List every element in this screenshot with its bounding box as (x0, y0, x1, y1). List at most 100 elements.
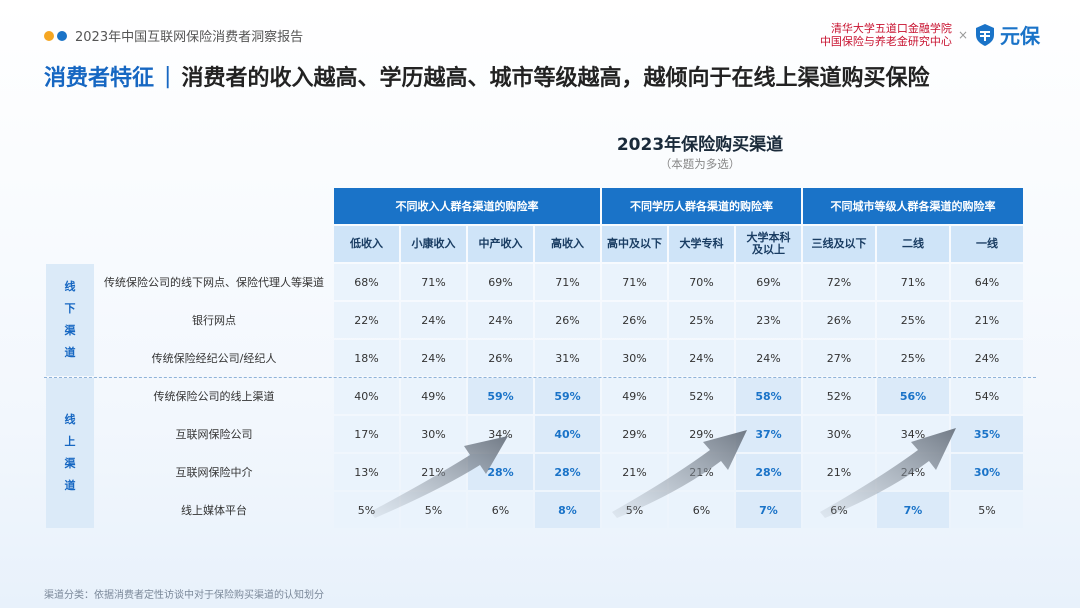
income-group-header: 不同收入人群各渠道的购险率 (334, 188, 600, 224)
table-cell: 30% (602, 340, 667, 376)
channel-table: 不同收入人群各渠道的购险率 不同学历人群各渠道的购险率 不同城市等级人群各渠道的… (44, 186, 1025, 530)
table-cell: 28% (535, 454, 600, 490)
blank-cell (96, 188, 332, 224)
table-cell: 26% (535, 302, 600, 338)
table-cell: 34% (468, 416, 533, 452)
headline-topic: 消费者特征 (44, 66, 155, 91)
brand-dots (44, 30, 67, 41)
table-cell: 35% (951, 416, 1023, 452)
table-cell: 71% (602, 264, 667, 300)
table-cell: 26% (602, 302, 667, 338)
page-headline: 消费者特征 | 消费者的收入越高、学历越高、城市等级越高，越倾向于在线上渠道购买… (44, 60, 929, 92)
table-cell: 30% (401, 416, 466, 452)
table-cell: 52% (669, 378, 734, 414)
column-header: 高收入 (535, 226, 600, 262)
table-row: 线上渠道传统保险公司的线上渠道 40% 49% 59% 59% 49% 52% 58% 52% 5… (46, 378, 1023, 528)
column-header: 二线 (877, 226, 949, 262)
table-row: 线上媒体平台 5% 5% 6% 8% 5% 6% 7% 6% 7% 5% (46, 492, 1023, 528)
table-cell: 17% (334, 416, 399, 452)
table-cell: 59% (535, 378, 600, 414)
table-cell: 58% (736, 378, 801, 414)
table-cell: 5% (401, 492, 466, 528)
table-cell: 24% (468, 302, 533, 338)
table-row: 传统保险经纪公司/经纪人 18% 24% 26% 31% 30% 24% 24% 27% 25% 2… (46, 340, 1023, 376)
table-cell: 25% (877, 302, 949, 338)
online-group-label: 线上渠道 (46, 378, 94, 528)
report-title: 2023年中国互联网保险消费者洞察报告 (75, 30, 304, 45)
table-cell: 6% (669, 492, 734, 528)
brand-logo: 元保 (974, 20, 1040, 49)
orange-dot (44, 30, 54, 41)
table-cell: 22% (334, 302, 399, 338)
table-row: 线下渠道传统保险公司的线下网点、保险代理人等渠道 68% 71% 69% 71% 71% 7… (46, 264, 1023, 376)
column-header: 中产收入 (468, 226, 533, 262)
column-header: 小康收入 (401, 226, 466, 262)
column-header-row: 低收入 小康收入 中产收入 高收入 高中及以下 大学专科 大学本科及以上 三线及… (46, 226, 1023, 262)
table-cell: 49% (602, 378, 667, 414)
table-subtitle: （本题为多选） (659, 157, 741, 171)
column-header: 一线 (951, 226, 1023, 262)
table-cell: 56% (877, 378, 949, 414)
table-cell: 13% (334, 454, 399, 490)
logo-separator: × (957, 27, 968, 42)
city-group-header: 不同城市等级人群各渠道的购险率 (803, 188, 1023, 224)
offline-group-label: 线下渠道 (46, 264, 94, 376)
table-cell: 28% (736, 454, 801, 490)
table-cell: 25% (669, 302, 734, 338)
row-label: 传统保险公司的线下网点、保险代理人等渠道 (104, 276, 324, 289)
table-cell: 72% (803, 264, 875, 300)
blank-cell (96, 226, 332, 262)
table-cell: 28% (468, 454, 533, 490)
headline-statement: 消费者的收入越高、学历越高、城市等级越高，越倾向于在线上渠道购买保险 (181, 66, 930, 91)
org-line1: 清华大学五道口金融学院 (830, 21, 952, 35)
table-cell: 24% (736, 340, 801, 376)
group-header-row: 不同收入人群各渠道的购险率 不同学历人群各渠道的购险率 不同城市等级人群各渠道的… (46, 188, 1023, 224)
table-cell: 69% (468, 264, 533, 300)
table-cell: 21% (803, 454, 875, 490)
table-cell: 5% (602, 492, 667, 528)
table-cell: 29% (669, 416, 734, 452)
table-cell: 24% (401, 302, 466, 338)
table-cell: 40% (535, 416, 600, 452)
table-cell: 23% (736, 302, 801, 338)
table-cell: 24% (877, 454, 949, 490)
table-cell: 49% (401, 378, 466, 414)
table-cell: 70% (669, 264, 734, 300)
row-label: 传统保险公司的线上渠道 (153, 390, 275, 403)
table-cell: 29% (602, 416, 667, 452)
table-cell: 25% (877, 340, 949, 376)
row-label: 互联网保险中介 (175, 466, 253, 479)
table-cell: 6% (803, 492, 875, 528)
report-header: 2023年中国互联网保险消费者洞察报告 (44, 26, 303, 45)
footnote: 渠道分类：依据消费者定性访谈中对于保险购买渠道的认知划分 (44, 590, 324, 601)
org-name: 清华大学五道口金融学院 中国保险与养老金研究中心 (820, 22, 952, 48)
table-cell: 59% (468, 378, 533, 414)
table-cell: 69% (736, 264, 801, 300)
table-cell: 8% (535, 492, 600, 528)
column-header: 高中及以下 (602, 226, 667, 262)
row-label: 互联网保险公司 (175, 428, 253, 441)
table-cell: 52% (803, 378, 875, 414)
row-label: 传统保险经纪公司/经纪人 (151, 352, 277, 365)
table-cell: 21% (951, 302, 1023, 338)
headline-separator: | (164, 63, 172, 89)
table-cell: 71% (877, 264, 949, 300)
blue-dot (57, 30, 67, 41)
table-cell: 24% (401, 340, 466, 376)
table-cell: 24% (951, 340, 1023, 376)
logo-block: 清华大学五道口金融学院 中国保险与养老金研究中心 × 元保 (820, 20, 1040, 49)
table-row: 互联网保险中介 13% 21% 28% 28% 21% 21% 28% 21% 24% 30% (46, 454, 1023, 490)
org-line2: 中国保险与养老金研究中心 (819, 34, 952, 48)
blank-cell (46, 188, 94, 224)
table-row: 银行网点 22% 24% 24% 26% 26% 25% 23% 26% 25% 21% (46, 302, 1023, 338)
table-cell: 71% (401, 264, 466, 300)
table-row: 互联网保险公司 17% 30% 34% 40% 29% 29% 37% 30% 34% 35% (46, 416, 1023, 452)
table-cell: 26% (468, 340, 533, 376)
table-cell: 30% (803, 416, 875, 452)
table-cell: 64% (951, 264, 1023, 300)
table-cell: 7% (736, 492, 801, 528)
offline-online-divider (44, 377, 1036, 378)
table-cell: 27% (803, 340, 875, 376)
blank-cell (46, 226, 94, 262)
table-cell: 34% (877, 416, 949, 452)
